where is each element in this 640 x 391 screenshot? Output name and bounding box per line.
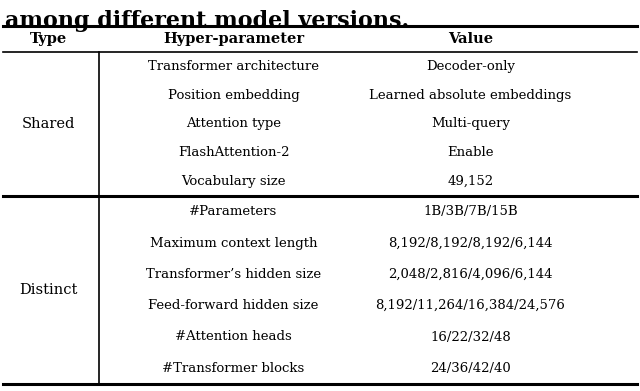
Text: Transformer’s hidden size: Transformer’s hidden size [146, 268, 321, 281]
Text: 1B/3B/7B/15B: 1B/3B/7B/15B [423, 205, 518, 218]
Text: 8,192/11,264/16,384/24,576: 8,192/11,264/16,384/24,576 [376, 299, 565, 312]
Text: Hyper-parameter: Hyper-parameter [163, 32, 304, 46]
Text: Position embedding: Position embedding [168, 89, 300, 102]
Text: Multi-query: Multi-query [431, 118, 510, 131]
Text: 2,048/2,816/4,096/6,144: 2,048/2,816/4,096/6,144 [388, 268, 553, 281]
Text: 8,192/8,192/8,192/6,144: 8,192/8,192/8,192/6,144 [388, 237, 553, 249]
Text: among different model versions.: among different model versions. [5, 10, 410, 32]
Text: Distinct: Distinct [19, 283, 77, 297]
Text: Learned absolute embeddings: Learned absolute embeddings [369, 89, 572, 102]
Text: 16/22/32/48: 16/22/32/48 [430, 330, 511, 344]
Text: FlashAttention-2: FlashAttention-2 [178, 146, 289, 159]
Text: Value: Value [448, 32, 493, 46]
Text: #Attention heads: #Attention heads [175, 330, 292, 344]
Text: #Parameters: #Parameters [189, 205, 278, 218]
Text: Attention type: Attention type [186, 118, 281, 131]
Text: Decoder-only: Decoder-only [426, 60, 515, 73]
Text: Transformer architecture: Transformer architecture [148, 60, 319, 73]
Text: 24/36/42/40: 24/36/42/40 [430, 362, 511, 375]
Text: Shared: Shared [21, 117, 75, 131]
Text: Type: Type [29, 32, 67, 46]
Text: Maximum context length: Maximum context length [150, 237, 317, 249]
Text: Feed-forward hidden size: Feed-forward hidden size [148, 299, 319, 312]
Text: 49,152: 49,152 [447, 175, 493, 188]
Text: #Transformer blocks: #Transformer blocks [163, 362, 305, 375]
Text: Enable: Enable [447, 146, 493, 159]
Text: Vocabulary size: Vocabulary size [181, 175, 286, 188]
